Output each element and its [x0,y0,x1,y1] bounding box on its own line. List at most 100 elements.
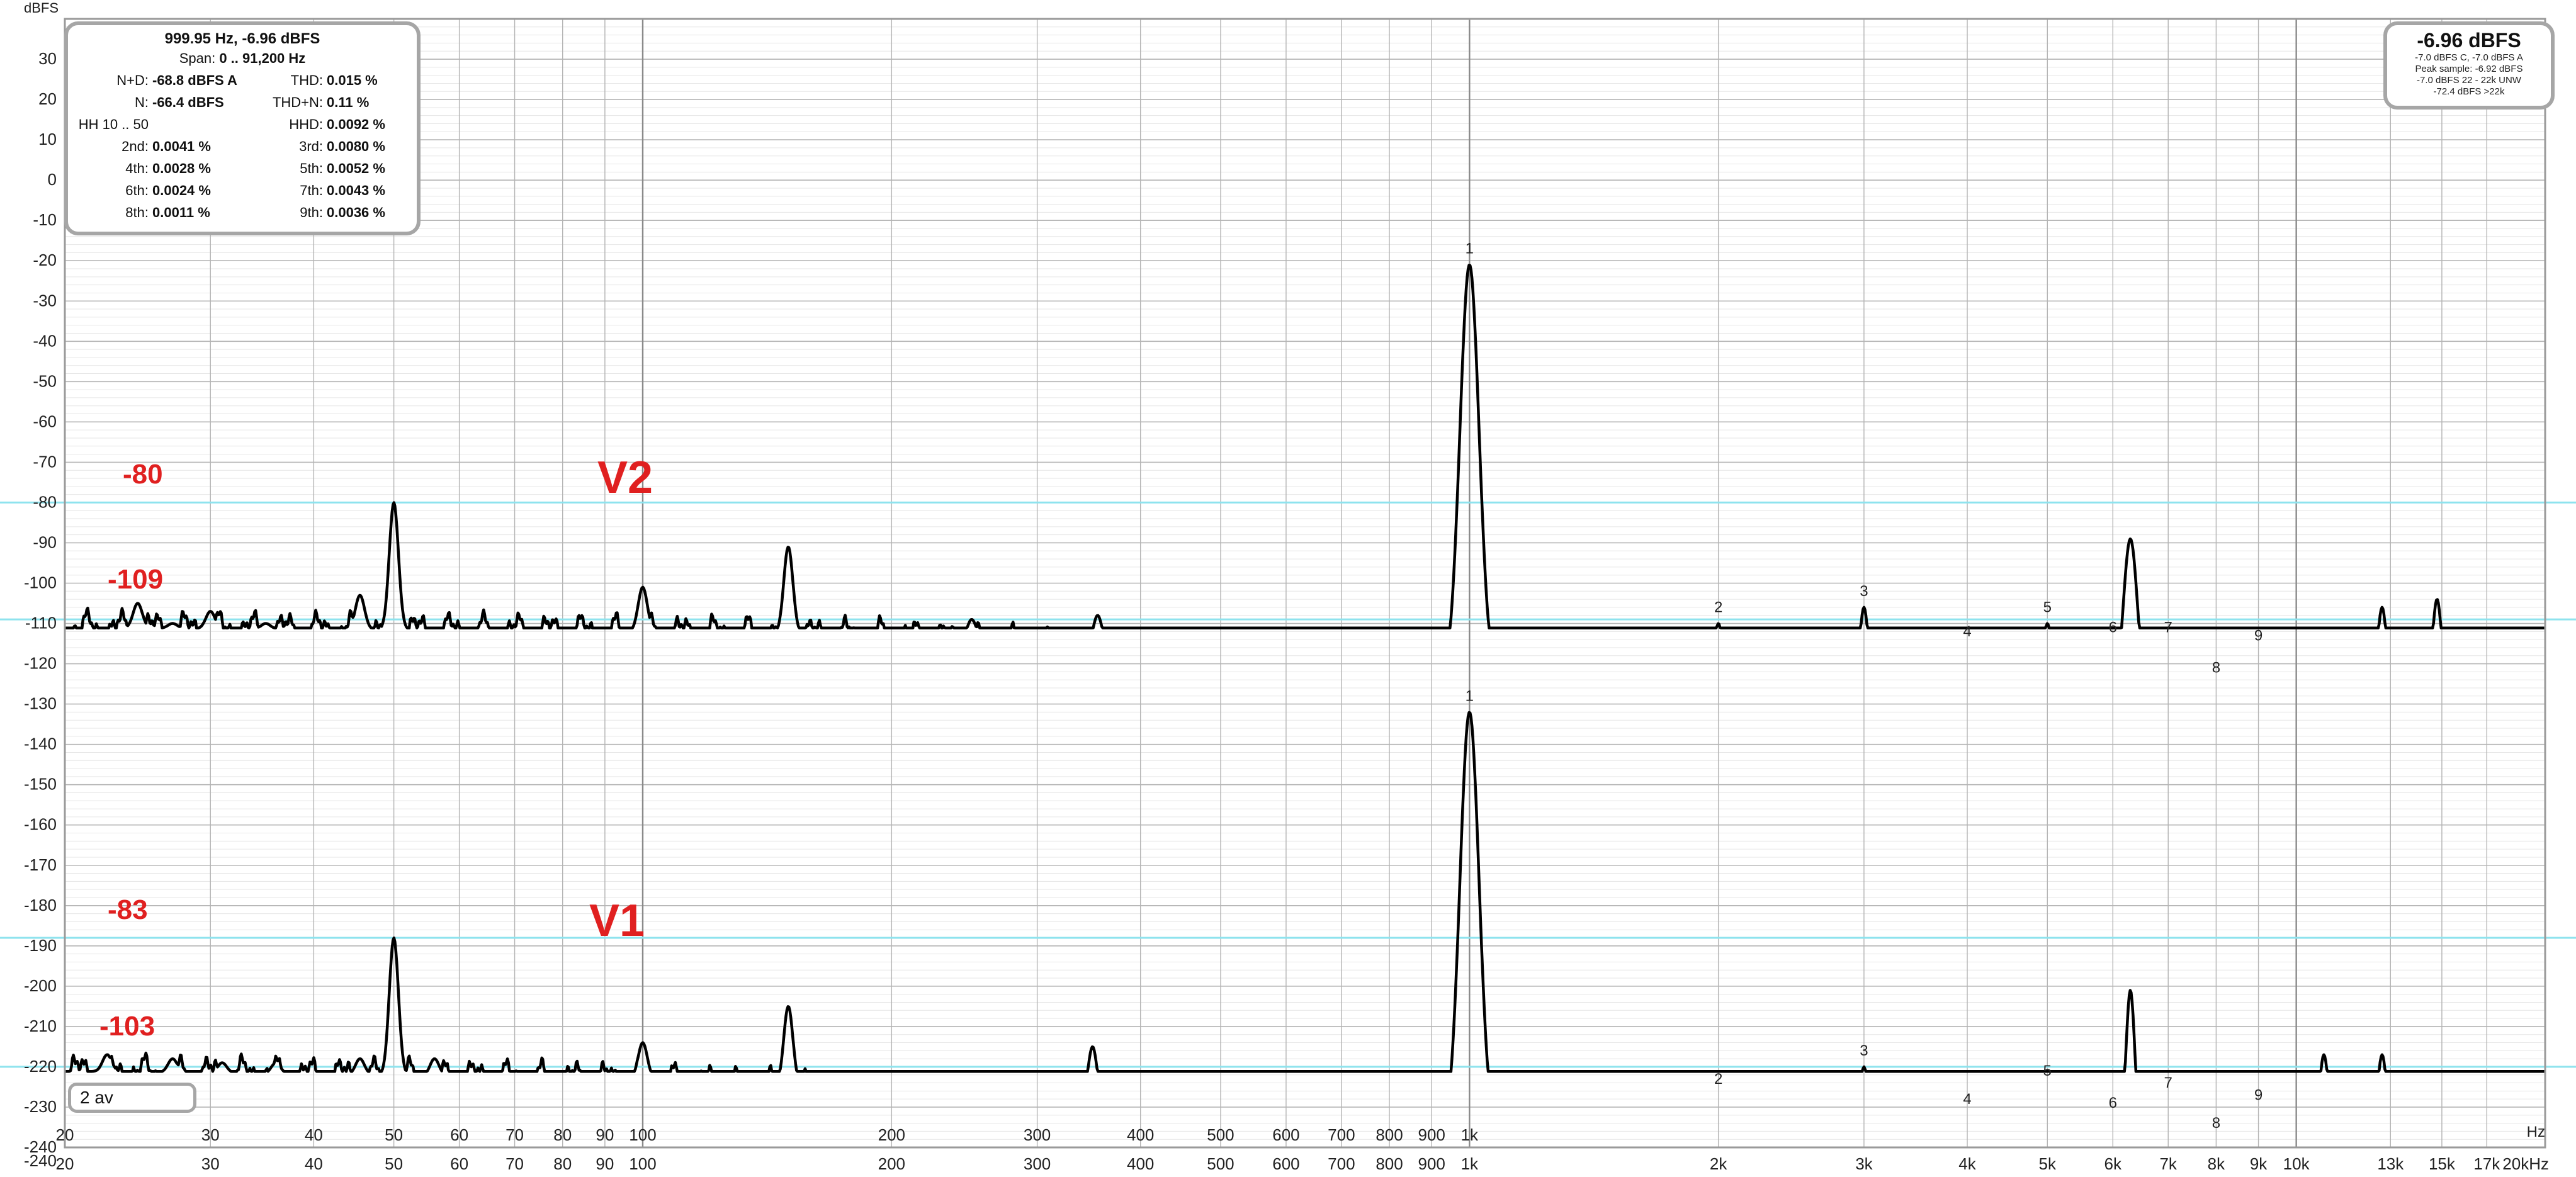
x-tick-label-upper: 200 [878,1125,905,1144]
info-row: 4th: 0.0028 % [125,160,211,176]
annotation-minus-109: -109 [108,564,164,595]
x-tick-label: 6k [2104,1154,2122,1173]
x-tick-label: 40 [305,1154,323,1173]
x-axis-ticks: 20 20 30 30 40 40 50 50 60 60 70 70 80 80 90 90 100 100 20… [56,1125,2549,1173]
info-row: N+D: -68.8 dBFS A [116,72,237,88]
level-detail-line: Peak sample: -6.92 dBFS [2415,64,2523,74]
x-tick-label: 200 [878,1154,905,1173]
y-tick-label: -220 [24,1057,57,1076]
x-tick-label: 90 [596,1154,614,1173]
harmonic-label: 9 [2254,1086,2262,1103]
y-tick-label: -50 [33,371,57,390]
annotation-minus-83: -83 [108,894,148,925]
x-tick-label: 900 [1418,1154,1445,1173]
x-tick-label-upper: 900 [1418,1125,1445,1144]
y-tick-label: -30 [33,291,57,310]
y-tick-label: -210 [24,1016,57,1035]
harmonic-label: 3 [1860,1042,1868,1059]
x-tick-label-upper: 50 [385,1125,403,1144]
harmonic-label: 3 [1860,583,1868,600]
x-tick-label: 700 [1328,1154,1355,1173]
spectrum-traces [64,264,2546,1073]
harmonic-label: 6 [2109,619,2117,636]
info-headline: 999.95 Hz, -6.96 dBFS [164,30,320,47]
harmonic-label: 6 [2109,1095,2117,1112]
x-tick-label-upper: 90 [596,1125,614,1144]
annotation-minus-80: -80 [123,459,163,490]
x-tick-label-upper: 20 [56,1125,74,1144]
x-tick-label: 300 [1024,1154,1051,1173]
y-tick-label: -240 [24,1151,57,1170]
y-tick-label: -80 [33,492,57,511]
info-row: 9th: 0.0036 % [300,205,385,220]
averages-indicator[interactable]: 2 av [68,1083,196,1113]
annotation-v2-label: V2 [597,453,653,503]
y-tick-label: 30 [38,49,57,68]
x-tick-label-upper: 30 [201,1125,220,1144]
harmonic-label: 4 [1963,623,1971,640]
y-tick-label: -40 [33,331,57,350]
x-tick-label-upper: 700 [1328,1125,1355,1144]
x-tick-label-upper: 80 [553,1125,572,1144]
harmonic-label: 1 [1466,240,1474,257]
y-tick-label: -140 [24,735,57,753]
x-tick-label-upper: 500 [1207,1125,1234,1144]
x-tick-label: 50 [385,1154,403,1173]
y-tick-label: -160 [24,815,57,834]
x-tick-label: 60 [450,1154,468,1173]
info-row: 5th: 0.0052 % [300,160,385,176]
harmonic-label: 8 [2212,660,2220,677]
harmonic-label: 7 [2164,619,2172,636]
info-row: 3rd: 0.0080 % [299,138,385,154]
y-tick-label: -60 [33,412,57,431]
y-tick-label: -110 [25,614,57,633]
level-detail-line: -72.4 dBFS >22k [2433,86,2505,97]
x-tick-label-upper: 60 [450,1125,468,1144]
y-tick-label: -10 [33,210,57,229]
averages-label: 2 av [80,1088,113,1107]
x-tick-label: 100 [629,1154,656,1173]
level-readout-panel: -6.96 dBFS -7.0 dBFS C, -7.0 dBFS A Peak… [2383,21,2555,110]
info-span-label: Span: [179,50,216,66]
x-tick-label: 13k [2377,1154,2404,1173]
x-tick-label: 20kHz [2502,1154,2549,1173]
annotation-v1-label: V1 [589,896,645,946]
y-tick-label: -200 [24,976,57,995]
info-row: HH 10 .. 50 [78,116,149,132]
harmonic-label: 2 [1714,599,1722,616]
x-tick-label: 9k [2250,1154,2268,1173]
y-tick-label: -170 [24,855,57,874]
x-tick-label-upper: 400 [1127,1125,1154,1144]
x-tick-label: 7k [2159,1154,2177,1173]
y-axis-ticks: 30 20 10 0 -10 -20 -30 -40 -50 -60 -70 -80 -90 -100 -1… [24,49,57,1170]
info-span-value: 0 .. 91,200 Hz [219,50,306,66]
x-tick-label: 70 [506,1154,524,1173]
y-tick-label: -230 [24,1097,57,1116]
y-tick-label: 10 [38,130,57,149]
y-tick-label: -150 [24,775,57,794]
x-tick-label: 8k [2208,1154,2225,1173]
y-tick-label: -180 [24,896,57,915]
y-tick-label: -130 [24,694,57,713]
y-tick-label: -240 [24,1137,57,1156]
spectrum-trace-v1 [64,711,2546,1073]
x-tick-label: 2k [1710,1154,1727,1173]
x-tick-label: 800 [1376,1154,1403,1173]
x-tick-label: 17k [2473,1154,2500,1173]
info-row: N: -66.4 dBFS [135,94,224,110]
x-tick-label: 80 [553,1154,572,1173]
info-grid: N+D: -68.8 dBFS A THD: 0.015 % N: -66.4 dBF… [68,72,417,221]
x-axis-unit-label: Hz [2527,1124,2545,1140]
harmonic-label: 9 [2254,627,2262,644]
y-axis-unit-label: dBFS [24,0,59,16]
measurement-info-panel: 999.95 Hz, -6.96 dBFS Span: 0 .. 91,200 … [64,21,421,235]
info-row: HHD: 0.0092 % [289,116,385,132]
info-row: THD+N: 0.11 % [272,94,370,110]
x-tick-label-upper: 40 [305,1125,323,1144]
level-detail-line: -7.0 dBFS 22 - 22k UNW [2417,75,2521,86]
x-tick-label-upper: 100 [629,1125,656,1144]
info-row: 8th: 0.0011 % [125,205,210,220]
x-tick-label: 5k [2039,1154,2057,1173]
x-tick-label-upper: 300 [1024,1125,1051,1144]
